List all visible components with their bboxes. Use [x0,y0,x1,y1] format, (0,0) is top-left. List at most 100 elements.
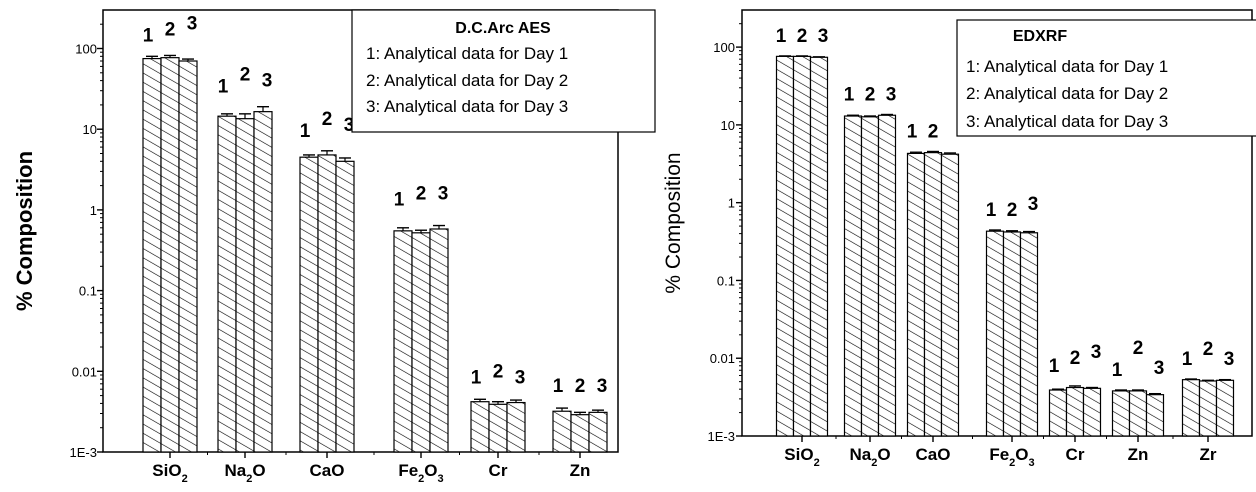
bar [1145,394,1165,437]
bar-label: 3 [1091,342,1102,363]
x-tick-label: Zr [1200,445,1217,464]
x-tick-label: Fe2O3 [398,461,443,485]
bar [985,230,1005,437]
bar [1019,232,1039,437]
bar-label: 1 [1049,356,1060,377]
bar [299,156,319,453]
bar [552,410,572,453]
x-tick-label: Fe2O3 [989,445,1034,469]
bar [429,228,449,453]
bar [1002,231,1022,437]
bar-label: 3 [597,376,608,397]
bar [178,60,198,453]
bar-label: 2 [1203,339,1214,360]
legend-entry: 2: Analytical data for Day 2 [366,71,568,90]
bar-label: 3 [1028,194,1039,215]
bar [488,403,508,453]
bar [1065,386,1085,437]
y-tick-label: 0.1 [717,273,735,288]
y-tick-label: 100 [75,42,97,57]
bar-label: 3 [886,85,897,106]
bar-label: 3 [515,367,526,388]
x-tick-label: SiO2 [784,445,819,469]
y-axis-label: % Composition [662,152,685,293]
bar-label: 3 [818,26,829,47]
bar-label: 1 [143,25,154,46]
bar-label: 3 [1154,358,1165,379]
bar [1128,390,1148,437]
bar-label: 3 [344,115,355,136]
y-axis-label: % Composition [12,151,37,311]
bar [1082,387,1102,437]
x-tick-label: Na2O [849,445,890,469]
bar-label: 2 [1007,200,1018,221]
bar-label: 1 [553,376,564,397]
legend-title: D.C.Arc AES [455,20,551,37]
bar-label: 3 [262,71,273,92]
bar-label: 2 [575,376,586,397]
bar [470,401,490,453]
x-tick-label: Cr [489,461,508,480]
bar-label: 1 [844,85,855,106]
bar [843,115,863,437]
y-tick-label: 0.01 [72,364,97,379]
y-tick-label: 1 [728,196,735,211]
x-tick-label: Cr [1066,445,1085,464]
y-tick-label: 0.01 [710,351,735,366]
bar [335,160,355,453]
bar [775,55,795,437]
bar-label: 1 [300,121,311,142]
bar [393,230,413,453]
y-tick-label: 1 [90,203,97,218]
bar [1198,380,1218,437]
bar [940,153,960,437]
y-tick-label: 10 [83,122,97,137]
bar [142,57,162,453]
bar-label: 2 [240,65,251,86]
bar-label: 1 [218,77,229,98]
y-tick-label: 1E-3 [70,445,97,460]
legend-entry: 3: Analytical data for Day 3 [966,112,1168,131]
y-tick-label: 10 [721,118,735,133]
bar-label: 1 [776,26,787,47]
bar [217,115,237,453]
bar-label: 3 [1224,349,1235,370]
bar [877,114,897,437]
bar-label: 2 [322,109,333,130]
bar [860,116,880,437]
bar-label: 1 [907,121,918,142]
bar-label: 1 [986,200,997,221]
bar-label: 2 [1133,338,1144,359]
x-tick-label: CaO [916,445,951,464]
bar-label: 2 [416,184,427,205]
legend-entry: 2: Analytical data for Day 2 [966,84,1168,103]
bar-label: 2 [797,26,808,47]
legend-entry: 1: Analytical data for Day 1 [966,57,1168,76]
bar [506,401,526,453]
legend-box [351,9,656,133]
bar-label: 1 [1112,360,1123,381]
bar [253,111,273,453]
legend-entry: 3: Analytical data for Day 3 [366,97,568,116]
bar-label: 2 [1070,348,1081,369]
bar [792,55,812,437]
x-tick-label: Na2O [224,461,265,485]
bar [1048,389,1068,437]
bar [317,154,337,453]
x-tick-label: CaO [310,461,345,480]
bar [923,152,943,437]
legend-entry: 1: Analytical data for Day 1 [366,44,568,63]
legend-title: EDXRF [1013,28,1067,45]
bar-label: 1 [1182,349,1193,370]
bar-label: 1 [471,367,482,388]
bar-label: 2 [928,121,939,142]
bar-label: 3 [187,13,198,34]
bar [809,56,829,437]
bar-label: 2 [493,361,504,382]
y-tick-label: 1E-3 [708,429,735,444]
x-tick-label: Zn [1128,445,1149,464]
bar [570,414,590,453]
bar [1181,379,1201,437]
